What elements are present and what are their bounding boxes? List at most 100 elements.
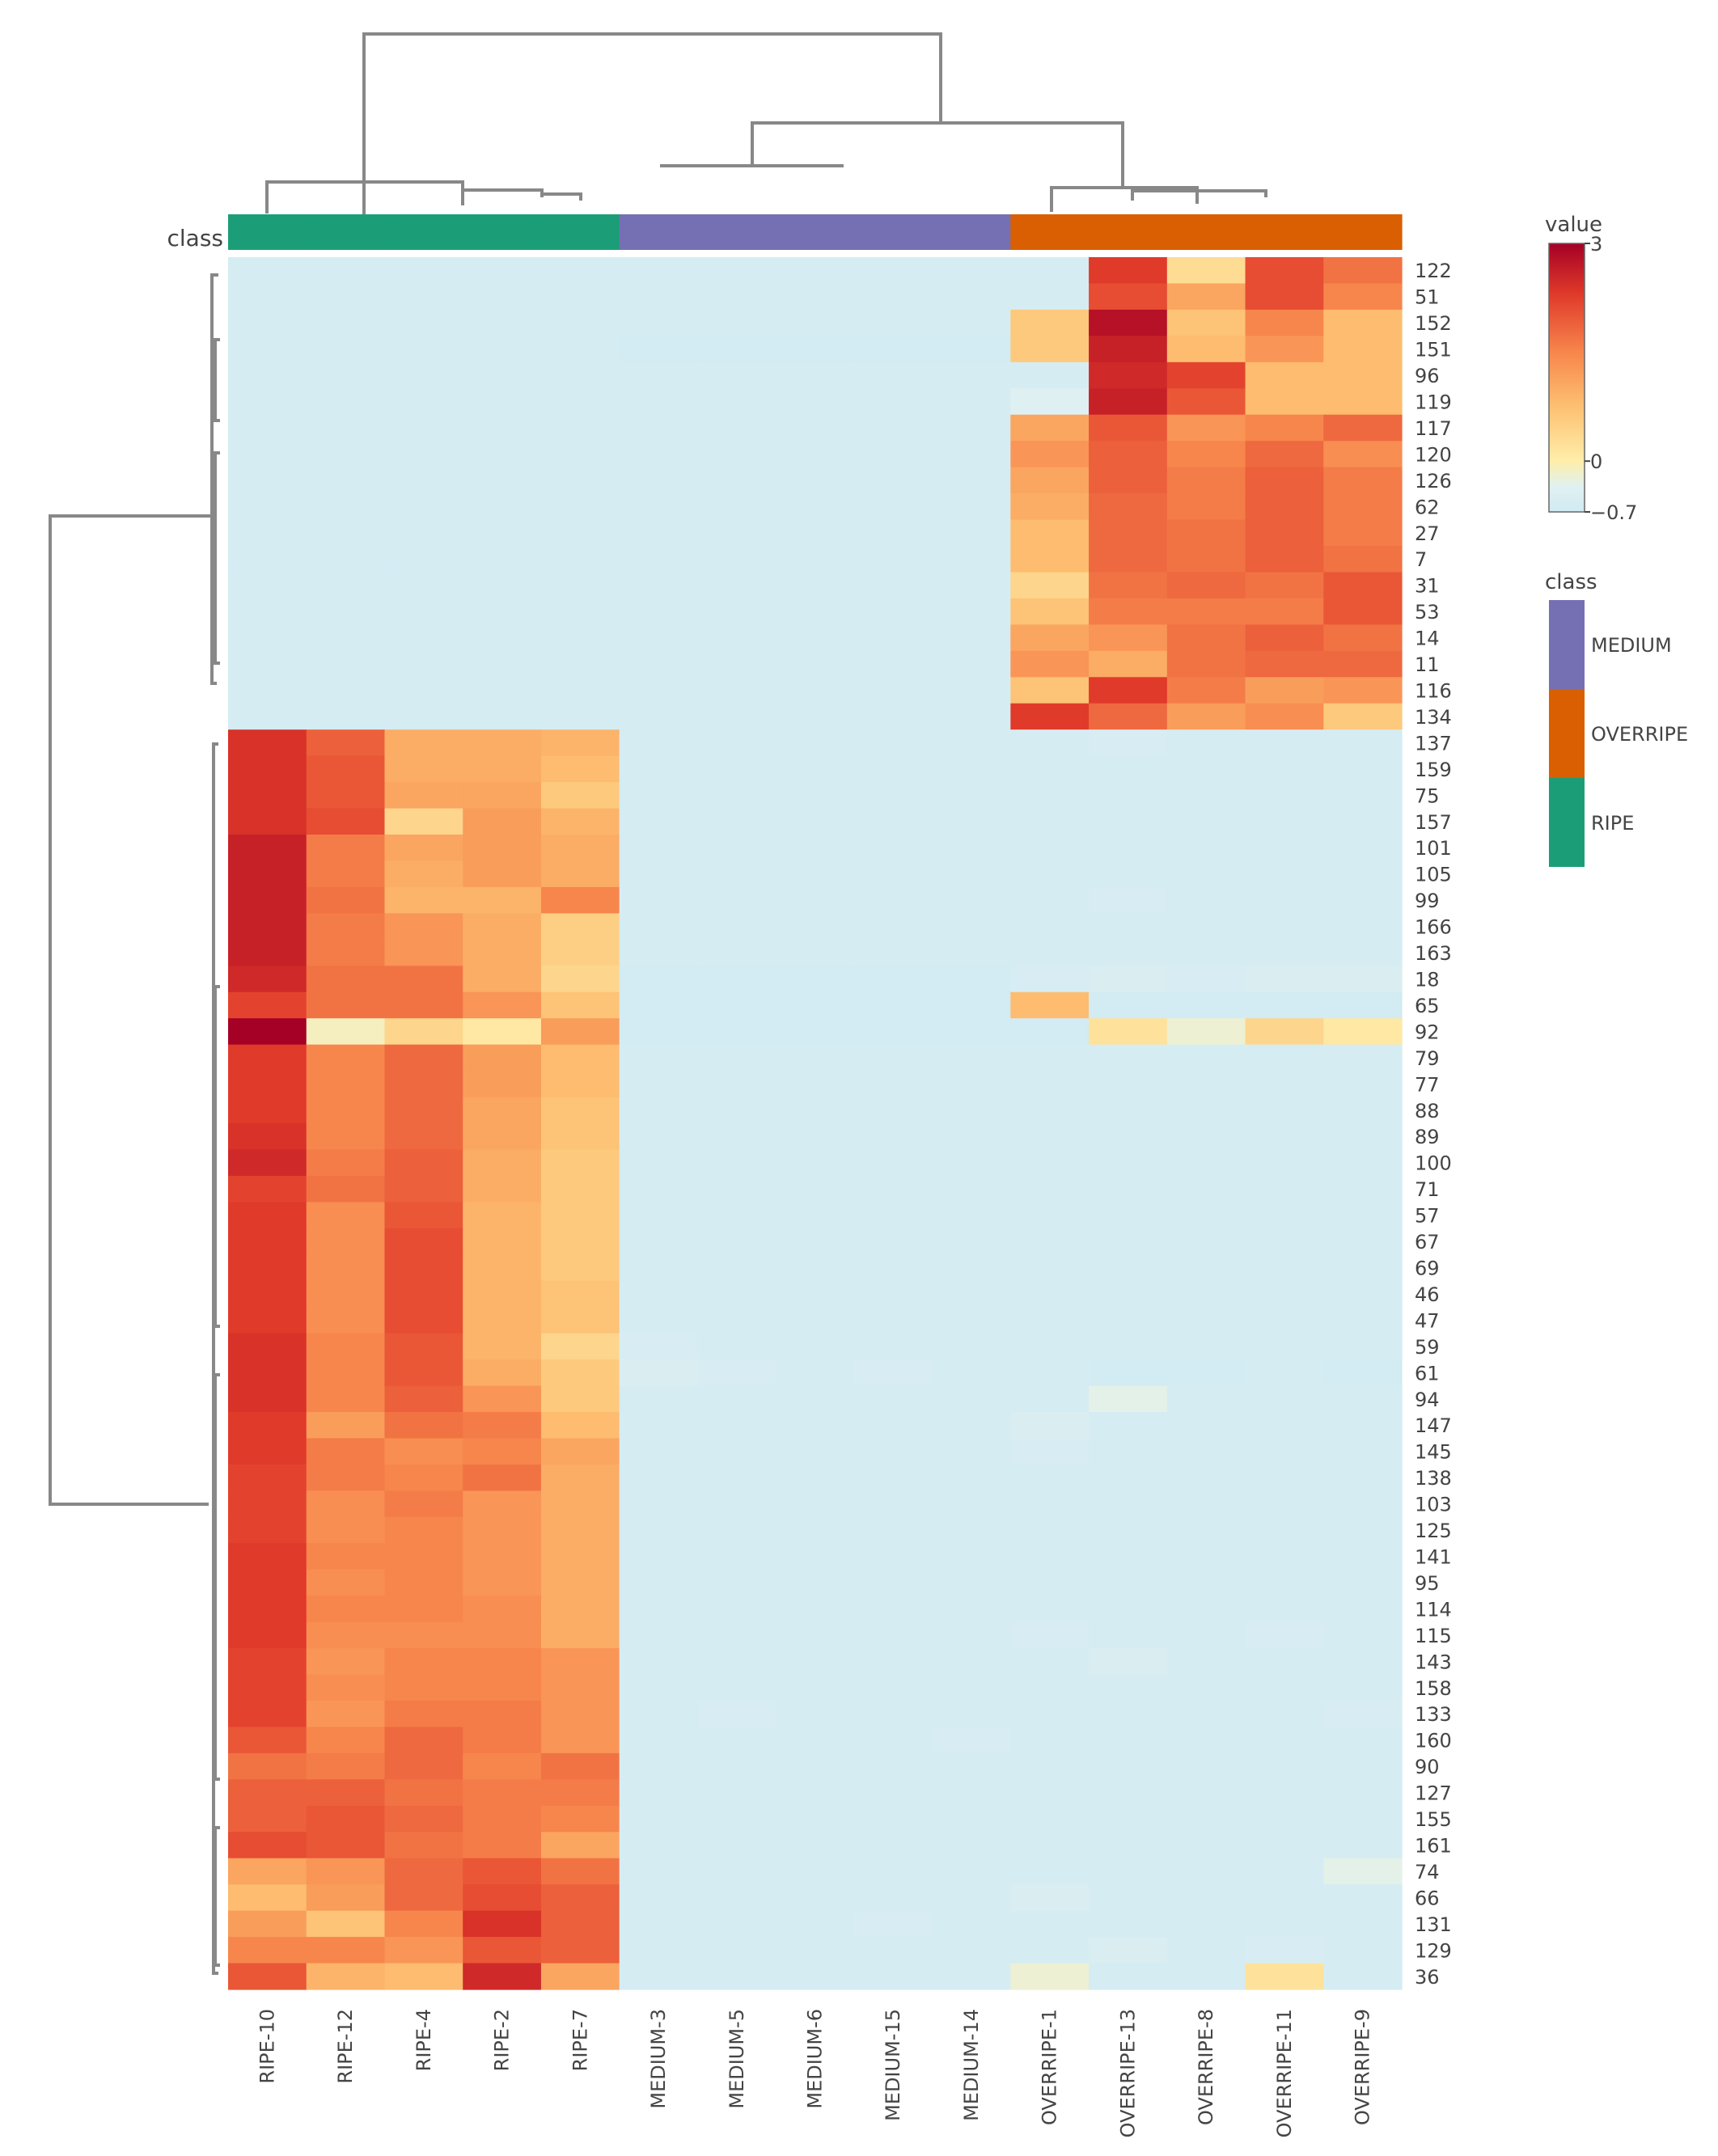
heatmap-cell: [1166, 441, 1246, 468]
column-label: RIPE-2: [491, 2009, 514, 2071]
heatmap-cell: [697, 1385, 776, 1413]
heatmap-cell: [306, 1018, 386, 1046]
heatmap-cell: [932, 1333, 1011, 1360]
heatmap-cell: [1323, 257, 1403, 285]
heatmap-cell: [853, 1097, 933, 1124]
heatmap-cell: [1010, 860, 1090, 888]
row-label: 95: [1415, 1572, 1440, 1595]
heatmap-cell: [1089, 1071, 1168, 1098]
heatmap-cell: [619, 1359, 698, 1387]
heatmap-cell: [463, 1175, 542, 1203]
heatmap-cell: [1010, 1727, 1090, 1754]
heatmap-cell: [1166, 1464, 1246, 1491]
heatmap-cell: [463, 886, 542, 914]
heatmap-cell: [697, 519, 776, 547]
row-label: 152: [1415, 312, 1452, 335]
column-labels: RIPE-10 RIPE-12 RIPE-4 RIPE-2 RIPE-7 MEDIUM-3…: [256, 2009, 1373, 2137]
heatmap-cell: [619, 991, 698, 1019]
heatmap-cell: [1245, 1727, 1324, 1754]
heatmap-cell: [1245, 624, 1324, 652]
heatmap-cell: [228, 361, 307, 389]
heatmap-cell: [1166, 1438, 1246, 1465]
heatmap-cell: [384, 650, 463, 678]
heatmap-cell: [1089, 1543, 1168, 1570]
heatmap-cell: [1166, 966, 1246, 993]
heatmap-cell: [1323, 1044, 1403, 1072]
heatmap-cell: [384, 1621, 463, 1649]
heatmap-cell: [776, 624, 855, 652]
heatmap-cell: [853, 703, 933, 730]
heatmap-cell: [932, 860, 1011, 888]
heatmap-cell: [540, 1937, 620, 1964]
heatmap-cell: [463, 1202, 542, 1229]
heatmap-cell: [776, 1044, 855, 1072]
heatmap-cell: [776, 388, 855, 416]
heatmap-cell: [384, 1071, 463, 1098]
heatmap-cell: [1245, 860, 1324, 888]
heatmap-cell: [463, 546, 542, 573]
class-legend-swatch: [1549, 600, 1585, 689]
heatmap-cell: [306, 1385, 386, 1413]
heatmap-cell: [1166, 913, 1246, 941]
heatmap-cell: [540, 886, 620, 914]
heatmap-cell: [1010, 1490, 1090, 1518]
heatmap-cell: [463, 336, 542, 363]
heatmap-cell: [306, 913, 386, 941]
heatmap-cell: [306, 886, 386, 914]
heatmap-cell: [697, 1752, 776, 1780]
heatmap-cell: [1166, 782, 1246, 810]
heatmap-cell: [776, 1727, 855, 1754]
heatmap-cell: [1166, 1149, 1246, 1177]
heatmap-cell: [540, 1569, 620, 1596]
heatmap-cell: [306, 1648, 386, 1676]
heatmap-cell: [463, 572, 542, 599]
column-dendrogram-link: [540, 192, 582, 201]
heatmap-cell: [1089, 546, 1168, 573]
heatmap-cell: [697, 1097, 776, 1124]
heatmap-cell: [228, 835, 307, 862]
heatmap-cell: [619, 860, 698, 888]
heatmap-cell: [463, 1254, 542, 1282]
heatmap-cell: [853, 1202, 933, 1229]
heatmap-cell: [228, 1464, 307, 1491]
class-legend-label: RIPE: [1591, 812, 1634, 835]
heatmap-cell: [1323, 1858, 1403, 1885]
heatmap-cell: [932, 1569, 1011, 1596]
heatmap-cell: [306, 1228, 386, 1255]
heatmap-cell: [228, 1937, 307, 1964]
heatmap-cell: [619, 1910, 698, 1938]
heatmap-cell: [1010, 1123, 1090, 1151]
heatmap-cell: [1089, 1963, 1168, 1990]
heatmap-cell: [1245, 493, 1324, 521]
row-label: 166: [1415, 916, 1452, 939]
row-label: 11: [1415, 653, 1440, 676]
heatmap-cell: [1166, 1832, 1246, 1859]
heatmap-cell: [619, 441, 698, 468]
heatmap-cell: [540, 624, 620, 652]
heatmap-cell: [932, 1228, 1011, 1255]
heatmap-cell: [1245, 1202, 1324, 1229]
heatmap-cell: [697, 886, 776, 914]
heatmap-cell: [1323, 1674, 1403, 1702]
row-label: 31: [1415, 575, 1440, 598]
heatmap-cell: [1245, 1596, 1324, 1623]
row-label: 7: [1415, 548, 1427, 571]
heatmap-cell: [1166, 991, 1246, 1019]
heatmap-cell: [1010, 1884, 1090, 1912]
heatmap-cell: [1089, 1596, 1168, 1623]
heatmap-cell: [463, 1333, 542, 1360]
heatmap-cell: [1323, 1569, 1403, 1596]
heatmap-cell: [776, 966, 855, 993]
heatmap-cell: [384, 1359, 463, 1387]
heatmap-cell: [384, 966, 463, 993]
heatmap-cell: [619, 1543, 698, 1570]
heatmap-cell: [463, 388, 542, 416]
heatmap-cell: [384, 467, 463, 494]
heatmap-cell: [619, 257, 698, 285]
heatmap-cell: [932, 782, 1011, 810]
heatmap-cell: [228, 1621, 307, 1649]
heatmap-cell: [776, 1228, 855, 1255]
heatmap-cell: [228, 336, 307, 363]
class-annotation-cell: [619, 214, 698, 250]
heatmap-cell: [697, 860, 776, 888]
